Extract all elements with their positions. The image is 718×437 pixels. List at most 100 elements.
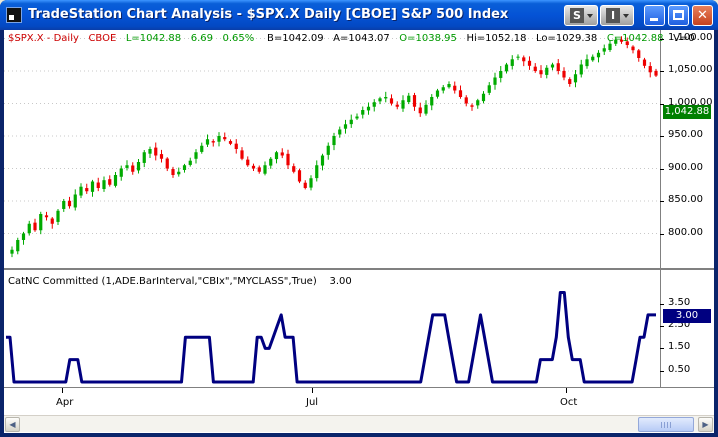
- candle-body[interactable]: [424, 104, 428, 114]
- candle-body[interactable]: [159, 154, 164, 159]
- candle-body[interactable]: [154, 147, 158, 156]
- candle-body[interactable]: [182, 165, 187, 170]
- scroll-track[interactable]: [21, 417, 697, 432]
- candle-body[interactable]: [50, 218, 54, 224]
- candle-body[interactable]: [361, 110, 365, 115]
- candle-body[interactable]: [585, 59, 589, 67]
- price-chart[interactable]: [4, 30, 660, 268]
- candle-body[interactable]: [292, 166, 296, 172]
- candle-body[interactable]: [246, 159, 250, 166]
- candle-body[interactable]: [441, 87, 445, 91]
- candle-body[interactable]: [539, 70, 543, 75]
- indicator-pane[interactable]: [4, 270, 714, 387]
- indicator-axis[interactable]: [660, 270, 714, 387]
- candle-body[interactable]: [234, 143, 238, 149]
- candle-body[interactable]: [228, 141, 233, 144]
- candle-body[interactable]: [251, 165, 256, 169]
- candle-body[interactable]: [499, 71, 503, 78]
- candle-body[interactable]: [568, 79, 572, 84]
- candle-body[interactable]: [280, 152, 284, 156]
- candle-body[interactable]: [504, 64, 509, 72]
- candle-body[interactable]: [481, 93, 486, 102]
- candle-body[interactable]: [343, 124, 348, 129]
- indicator-menu-button[interactable]: I: [600, 5, 634, 26]
- close-button[interactable]: ✕: [692, 5, 713, 26]
- candle-body[interactable]: [395, 104, 399, 107]
- candle-body[interactable]: [608, 43, 612, 50]
- candle-body[interactable]: [56, 210, 60, 222]
- candle-body[interactable]: [39, 214, 43, 231]
- scroll-thumb[interactable]: [638, 417, 694, 432]
- candle-body[interactable]: [286, 153, 290, 166]
- candle-body[interactable]: [470, 105, 474, 107]
- candle-body[interactable]: [326, 145, 330, 155]
- candle-body[interactable]: [217, 136, 221, 142]
- candle-body[interactable]: [73, 194, 77, 208]
- candle-body[interactable]: [625, 41, 629, 45]
- candle-body[interactable]: [165, 158, 169, 169]
- candle-body[interactable]: [205, 139, 210, 145]
- candle-body[interactable]: [223, 137, 227, 140]
- candle-body[interactable]: [96, 182, 100, 188]
- candle-body[interactable]: [654, 70, 658, 76]
- candle-body[interactable]: [464, 97, 468, 104]
- candle-body[interactable]: [79, 186, 83, 196]
- candle-body[interactable]: [62, 201, 66, 209]
- candle-body[interactable]: [522, 57, 526, 62]
- candle-body[interactable]: [131, 165, 135, 172]
- candle-body[interactable]: [614, 39, 618, 44]
- candle-body[interactable]: [274, 152, 279, 160]
- candle-body[interactable]: [171, 169, 175, 175]
- candle-body[interactable]: [303, 182, 307, 188]
- candle-body[interactable]: [389, 98, 394, 104]
- candle-body[interactable]: [476, 100, 480, 106]
- indicator-chart[interactable]: [4, 270, 660, 387]
- candle-body[interactable]: [591, 56, 595, 61]
- candle-body[interactable]: [200, 145, 204, 152]
- candle-body[interactable]: [113, 175, 118, 186]
- candle-body[interactable]: [90, 181, 95, 192]
- candle-body[interactable]: [550, 64, 555, 68]
- candle-body[interactable]: [556, 63, 560, 71]
- candle-body[interactable]: [332, 136, 336, 146]
- candle-body[interactable]: [119, 168, 123, 177]
- candle-body[interactable]: [527, 60, 532, 66]
- candle-body[interactable]: [67, 200, 72, 207]
- candle-body[interactable]: [648, 66, 652, 73]
- candle-body[interactable]: [545, 67, 549, 75]
- candle-body[interactable]: [510, 59, 514, 66]
- candle-body[interactable]: [349, 119, 353, 125]
- candle-body[interactable]: [136, 162, 141, 171]
- candle-body[interactable]: [637, 50, 641, 58]
- candle-body[interactable]: [372, 102, 376, 107]
- candle-body[interactable]: [596, 52, 601, 58]
- pane-divider[interactable]: [4, 268, 714, 270]
- style-menu-button[interactable]: S: [564, 5, 598, 26]
- maximize-button[interactable]: [668, 5, 689, 26]
- app-icon[interactable]: [6, 7, 22, 23]
- candle-body[interactable]: [355, 116, 359, 119]
- candle-body[interactable]: [188, 160, 192, 165]
- candle-body[interactable]: [177, 171, 181, 175]
- candle-body[interactable]: [435, 90, 440, 97]
- candle-body[interactable]: [642, 59, 647, 66]
- candle-body[interactable]: [194, 152, 198, 159]
- candle-body[interactable]: [320, 155, 325, 166]
- candle-body[interactable]: [407, 95, 411, 103]
- price-pane[interactable]: [4, 30, 714, 268]
- candle-body[interactable]: [338, 129, 342, 135]
- candle-body[interactable]: [33, 222, 37, 231]
- candle-body[interactable]: [263, 165, 267, 174]
- candle-body[interactable]: [579, 64, 583, 75]
- candle-body[interactable]: [418, 107, 422, 114]
- candle-body[interactable]: [619, 39, 624, 42]
- candle-body[interactable]: [27, 223, 31, 234]
- horizontal-scrollbar[interactable]: ◀ ▶: [4, 415, 714, 432]
- candle-body[interactable]: [631, 46, 635, 51]
- candle-body[interactable]: [401, 100, 405, 109]
- scroll-right-button[interactable]: ▶: [698, 417, 713, 432]
- candle-body[interactable]: [257, 167, 261, 172]
- candle-body[interactable]: [447, 84, 451, 88]
- title-bar[interactable]: TradeStation Chart Analysis - $SPX.X Dai…: [0, 0, 718, 30]
- candle-body[interactable]: [384, 97, 388, 99]
